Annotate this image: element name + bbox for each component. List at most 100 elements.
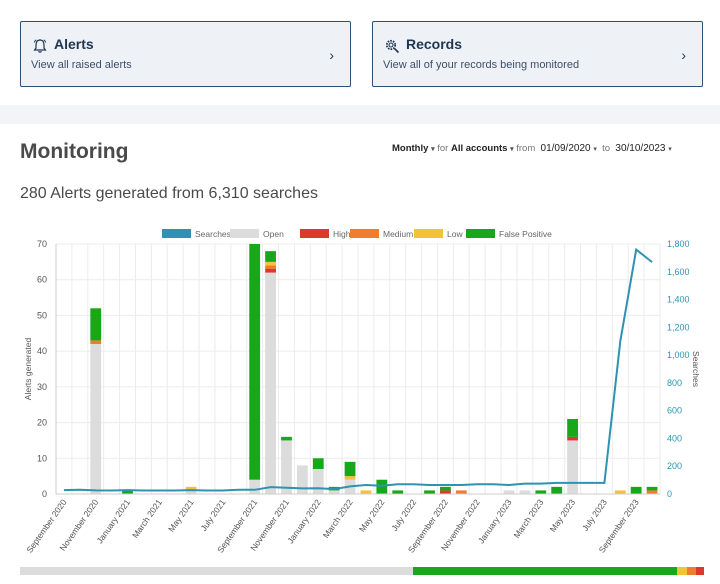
bar-low (185, 486, 197, 491)
x-tick-label: March 2021 (130, 497, 164, 540)
progress-segment-low (677, 567, 687, 575)
y2-tick-label: 400 (667, 433, 682, 443)
bar-false-positive (312, 458, 324, 469)
bar-high (567, 436, 578, 441)
bar-false-positive (344, 461, 356, 477)
bar-medium (455, 490, 467, 494)
chevron-right-icon: › (681, 47, 686, 63)
legend-swatch (162, 229, 191, 238)
y2-axis-title: Searches (691, 351, 701, 387)
legend-label: Low (447, 229, 463, 239)
chevron-down-icon: ▾ (431, 146, 435, 153)
bar-false-positive (424, 490, 435, 494)
bar-false-positive (567, 419, 578, 437)
from-date-picker[interactable]: 01/09/2020 ▾ (540, 143, 597, 154)
bar-false-positive (535, 490, 547, 494)
chart-legend: Searches Open High Medium Low False Positive (162, 229, 552, 239)
bar-open (90, 344, 102, 494)
bar-low (614, 490, 626, 494)
legend-item: Searches (162, 229, 231, 239)
y-tick-label: 40 (37, 346, 47, 356)
y2-tick-label: 800 (667, 378, 682, 388)
bell-icon (33, 39, 47, 53)
legend-swatch (230, 229, 259, 238)
x-tick-label: January 2021 (94, 497, 132, 545)
y2-tick-label: 200 (667, 461, 682, 471)
y2-tick-label: 1,800 (667, 239, 690, 249)
chevron-down-icon: ▾ (510, 146, 514, 153)
bar-low (265, 261, 276, 266)
y-tick-label: 50 (37, 310, 47, 320)
x-tick-label: March 2022 (321, 497, 355, 540)
alerts-card-subtitle: View all raised alerts (31, 59, 132, 71)
y2-tick-label: 1,200 (667, 322, 690, 332)
x-tick-label: January 2022 (285, 497, 323, 545)
y-tick-label: 30 (37, 382, 47, 392)
top-cards-band: Alerts View all raised alerts › Records … (0, 0, 720, 105)
bar-open (519, 490, 531, 494)
y-tick-label: 60 (37, 275, 47, 285)
alerts-card-title: Alerts (54, 36, 94, 52)
bar-open (328, 490, 340, 494)
progress-segment-false-positive (413, 567, 678, 575)
monitoring-chart: Searches Open High Medium Low False Positive … (23, 229, 701, 555)
x-tick-label: July 2021 (198, 497, 227, 533)
records-card-title: Records (406, 36, 463, 52)
bar-high (265, 269, 276, 273)
bar-open (296, 465, 308, 494)
y-tick-label: 20 (37, 418, 47, 428)
bar-open (281, 440, 292, 494)
progress-segment-high (696, 567, 704, 575)
bar-open (249, 479, 261, 494)
y2-tick-label: 1,400 (667, 295, 690, 305)
searches-line (63, 247, 653, 492)
x-tick-label: January 2023 (476, 497, 514, 545)
x-tick-label: May 2022 (357, 497, 387, 534)
bar-low (344, 476, 356, 480)
chart-bars (90, 244, 658, 494)
records-card-subtitle: View all of your records being monitored (383, 59, 580, 71)
legend-item: False Positive (466, 229, 552, 239)
bar-low (360, 490, 372, 494)
y-tick-label: 70 (37, 239, 47, 249)
legend-label: Medium (383, 229, 413, 239)
period-select[interactable]: Monthly ▾ (392, 143, 435, 154)
legend-label: Searches (195, 229, 231, 239)
records-card[interactable]: Records View all of your records being m… (372, 21, 703, 87)
bar-false-positive (630, 486, 642, 494)
monitoring-title: Monitoring (20, 140, 129, 163)
chevron-down-icon: ▾ (668, 146, 672, 153)
x-tick-label: March 2023 (511, 497, 545, 540)
alerts-summary: 280 Alerts generated from 6,310 searches (20, 185, 318, 202)
bar-medium (90, 340, 102, 344)
progress-segment-open (20, 567, 414, 575)
bar-false-positive (122, 490, 133, 494)
bar-false-positive (646, 486, 658, 491)
bar-false-positive (551, 486, 563, 494)
x-tick-label: May 2023 (548, 497, 578, 534)
bar-open (567, 440, 578, 494)
chevron-right-icon: › (329, 47, 334, 63)
bar-open (185, 490, 197, 494)
bar-open (265, 272, 276, 494)
alerts-card[interactable]: Alerts View all raised alerts › (20, 21, 351, 87)
alerts-status-progress-bar (20, 567, 704, 575)
to-date-picker[interactable]: 30/10/2023 ▾ (615, 143, 672, 154)
accounts-select[interactable]: All accounts ▾ (450, 143, 514, 154)
y2-tick-label: 1,000 (667, 350, 690, 360)
y2-tick-label: 0 (667, 489, 672, 499)
from-label: from (516, 143, 536, 154)
legend-item: High (300, 229, 351, 239)
x-tick-label: May 2021 (166, 497, 196, 534)
bar-medium (265, 265, 276, 269)
bar-false-positive (90, 308, 102, 341)
legend-swatch (466, 229, 495, 238)
bar-high (440, 490, 451, 494)
x-tick-label: July 2023 (580, 497, 609, 533)
legend-item: Medium (350, 229, 413, 239)
legend-swatch (350, 229, 379, 238)
bar-open (312, 469, 324, 494)
gear-search-icon (385, 39, 400, 54)
legend-label: Open (263, 229, 284, 239)
bar-open (503, 490, 515, 494)
